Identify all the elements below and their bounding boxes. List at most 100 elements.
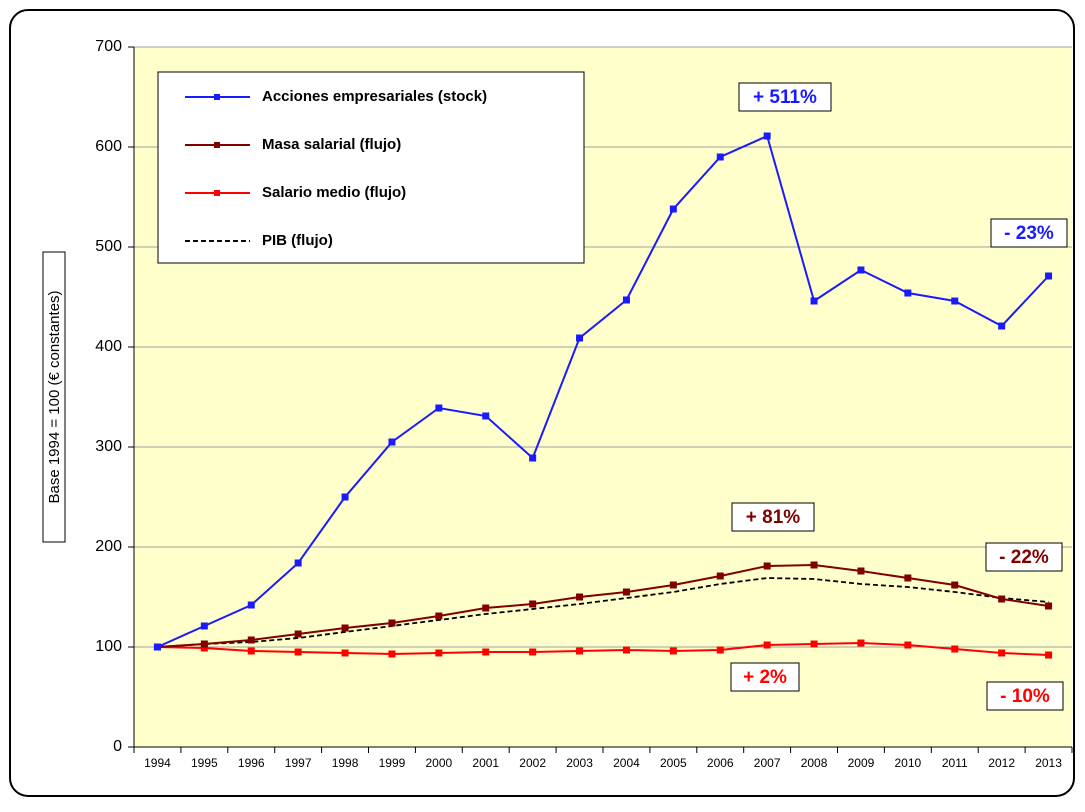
marker [529, 600, 537, 608]
legend-label: Acciones empresariales (stock) [262, 88, 487, 105]
annotation-box [985, 542, 1063, 572]
y-tick-label: 0 [113, 738, 122, 755]
marker [810, 561, 818, 569]
marker [951, 645, 959, 653]
marker [482, 604, 490, 612]
marker [247, 601, 255, 609]
marker [669, 647, 677, 655]
y-tick-label: 500 [95, 238, 122, 255]
marker [669, 581, 677, 589]
marker [951, 297, 959, 305]
marker [1045, 651, 1053, 659]
marker [435, 612, 443, 620]
y-tick-label: 700 [95, 38, 122, 55]
marker [294, 630, 302, 638]
marker [763, 562, 771, 570]
y-tick-label: 100 [95, 638, 122, 655]
y-label-box [42, 251, 66, 543]
y-tick-label: 300 [95, 438, 122, 455]
y-label-group: Base 1994 = 100 (€ constantes) [42, 251, 66, 543]
x-tick-label: 1996 [238, 756, 265, 770]
annotation: - 22% [999, 547, 1049, 568]
x-tick-label: 2011 [942, 756, 968, 770]
marker [622, 588, 630, 596]
marker [247, 647, 255, 655]
marker [716, 572, 724, 580]
x-tick-label: 1995 [191, 756, 218, 770]
marker [857, 266, 865, 274]
annotation-box [738, 82, 832, 112]
legend-label: Salario medio (flujo) [262, 184, 406, 201]
x-tick-label: 2009 [848, 756, 875, 770]
marker [716, 153, 724, 161]
marker [529, 648, 537, 656]
marker [810, 640, 818, 648]
x-tick-label: 2008 [801, 756, 828, 770]
x-tick-label: 2004 [613, 756, 640, 770]
series-line [157, 563, 1049, 648]
annotation: + 511% [753, 87, 817, 108]
marker [669, 205, 677, 213]
marker [904, 641, 912, 649]
marker [529, 454, 537, 462]
marker [904, 574, 912, 582]
legend [157, 71, 585, 264]
annotation-box [986, 681, 1064, 711]
x-tick-label: 2002 [519, 756, 546, 770]
annotation-box [730, 662, 800, 692]
marker [341, 649, 349, 657]
x-tick-label: 1999 [379, 756, 406, 770]
marker [622, 646, 630, 654]
annotation-box [731, 502, 815, 532]
x-tick-label: 2007 [754, 756, 781, 770]
series-line [157, 577, 1049, 648]
series-line [157, 134, 1050, 648]
annotation: + 2% [743, 667, 787, 688]
marker [904, 289, 912, 297]
x-tick-label: 2006 [707, 756, 734, 770]
marker [435, 404, 443, 412]
marker [341, 493, 349, 501]
marker [388, 619, 396, 627]
legend-marker [214, 190, 220, 196]
marker [294, 559, 302, 567]
x-tick-label: 2013 [1035, 756, 1062, 770]
marker [998, 649, 1006, 657]
y-tick-label: 200 [95, 538, 122, 555]
annotation: - 10% [1000, 686, 1050, 707]
x-tick-label: 1994 [144, 756, 171, 770]
y-label: Base 1994 = 100 (€ constantes) [46, 290, 63, 503]
marker [622, 296, 630, 304]
marker [951, 581, 959, 589]
marker [716, 646, 724, 654]
marker [576, 647, 584, 655]
x-tick-label: 2000 [425, 756, 452, 770]
marker [1045, 272, 1053, 280]
x-tick-label: 1997 [285, 756, 312, 770]
legend-label: PIB (flujo) [262, 232, 333, 249]
marker [763, 132, 771, 140]
marker [763, 641, 771, 649]
marker [341, 624, 349, 632]
marker [998, 322, 1006, 330]
marker [247, 636, 255, 644]
marker [153, 643, 161, 651]
annotation: + 81% [746, 507, 801, 528]
marker [576, 593, 584, 601]
marker [200, 640, 208, 648]
marker [857, 567, 865, 575]
legend-marker [214, 94, 220, 100]
marker [810, 297, 818, 305]
x-tick-label: 1998 [332, 756, 359, 770]
marker [998, 595, 1006, 603]
marker [482, 412, 490, 420]
marker [857, 639, 865, 647]
annotation: - 23% [1004, 223, 1054, 244]
legend-label: Masa salarial (flujo) [262, 136, 401, 153]
x-tick-label: 2012 [988, 756, 1015, 770]
y-tick-label: 400 [95, 338, 122, 355]
marker [294, 648, 302, 656]
series-line [157, 641, 1049, 656]
x-tick-label: 2003 [566, 756, 593, 770]
